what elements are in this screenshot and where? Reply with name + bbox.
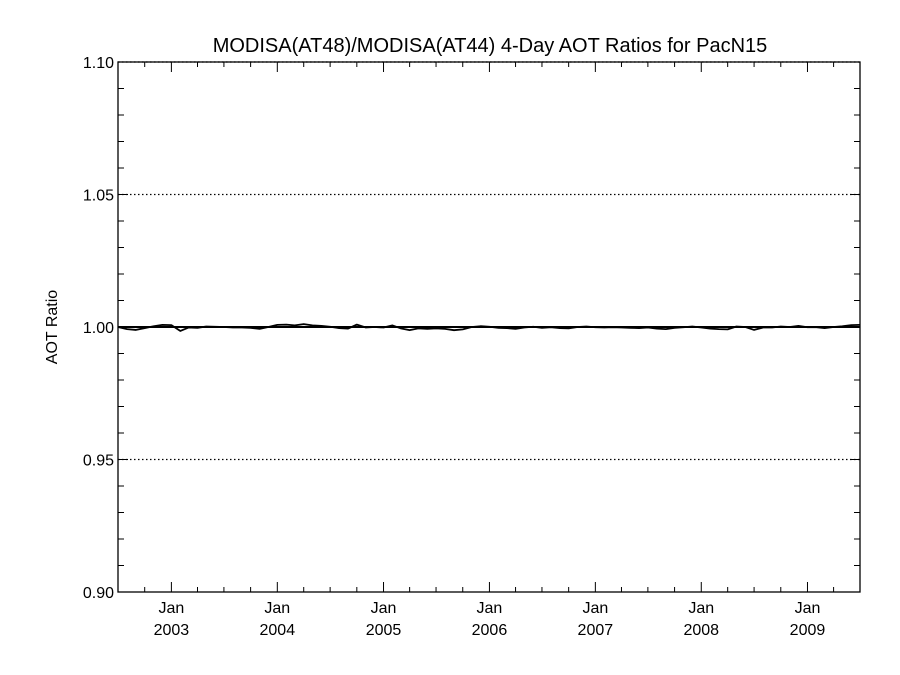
y-tick-label: 1.10: [83, 55, 114, 72]
grid-lines: [118, 61, 860, 461]
y-tick-label: 0.90: [83, 585, 114, 602]
x-tick-label-year: 2006: [472, 622, 508, 639]
axis-ticks: [117, 61, 861, 593]
x-tick-label-month: Jan: [264, 600, 290, 617]
plot-frame: [117, 61, 861, 593]
x-tick-label-month: Jan: [582, 600, 608, 617]
y-tick-label: 1.05: [83, 188, 114, 205]
x-tick-label-year: 2004: [260, 622, 296, 639]
x-tick-label-year: 2005: [366, 622, 402, 639]
y-tick-labels: 0.90 0.95 1.00 1.05 1.10: [83, 55, 114, 602]
x-tick-label-year: 2007: [578, 622, 614, 639]
y-axis-label: AOT Ratio: [44, 290, 61, 365]
x-tick-label-month: Jan: [477, 600, 503, 617]
x-tick-label-year: 2008: [683, 622, 719, 639]
x-tick-labels: Jan 2003 Jan 2004 Jan 2005 Jan 2006 Jan 2007 Jan 20…: [154, 600, 826, 639]
x-tick-label-month: Jan: [158, 600, 184, 617]
x-tick-label-month: Jan: [688, 600, 714, 617]
series-line: [117, 323, 861, 332]
x-tick-label-month: Jan: [795, 600, 821, 617]
x-tick-label-year: 2009: [790, 622, 826, 639]
x-tick-label-year: 2003: [154, 622, 190, 639]
series-group: [117, 323, 861, 332]
x-tick-label-month: Jan: [371, 600, 397, 617]
y-tick-label: 0.95: [83, 453, 114, 470]
chart-title: MODISA(AT48)/MODISA(AT44) 4-Day AOT Rati…: [213, 35, 768, 57]
y-tick-label: 1.00: [83, 320, 114, 337]
